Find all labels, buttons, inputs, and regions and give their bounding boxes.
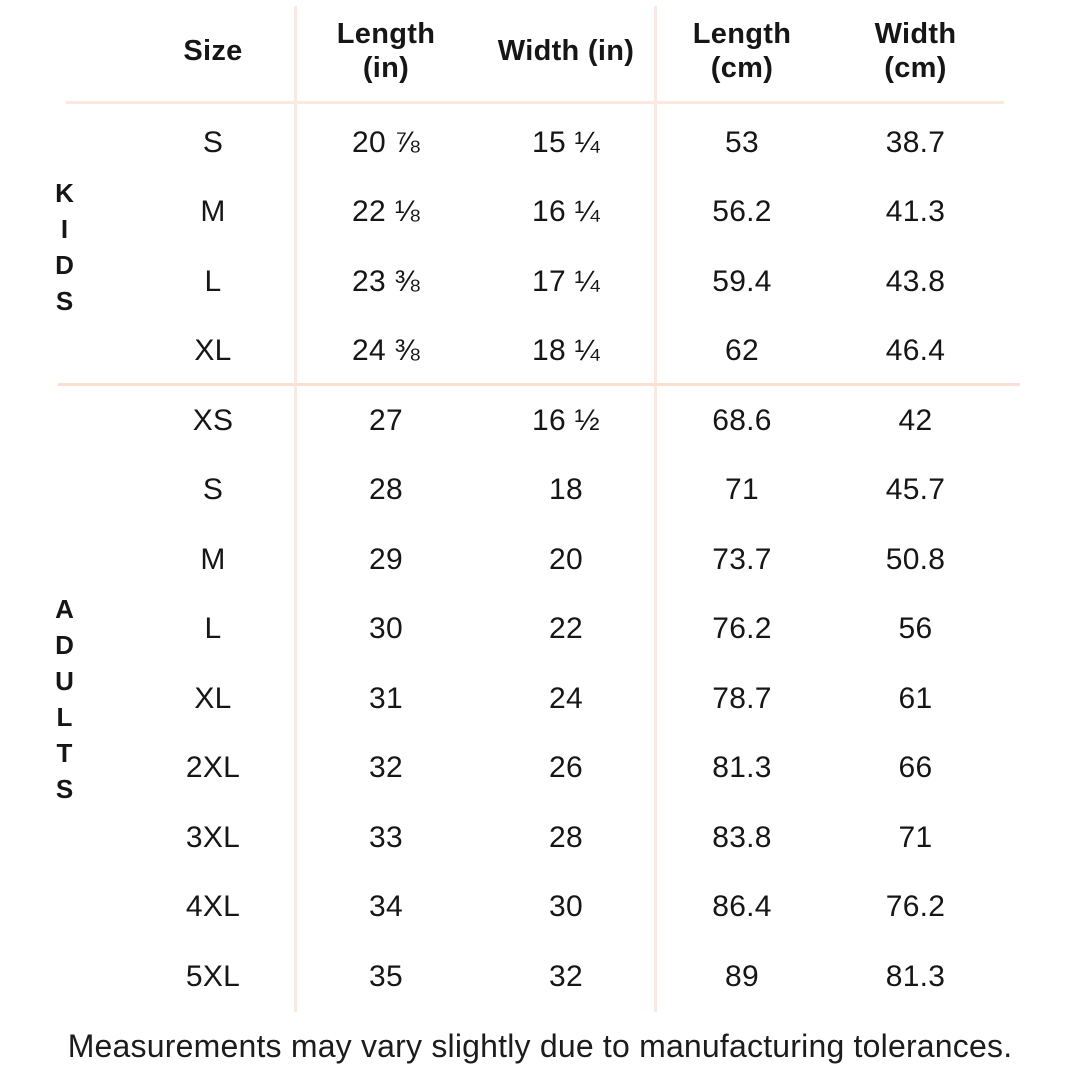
size-cell: 5XL	[185, 959, 241, 993]
width-in-cell: 20	[549, 542, 583, 576]
size-cell: 2XL	[185, 751, 241, 785]
width-cm-cell: 38.7	[885, 125, 946, 159]
width-in-cell: 26	[549, 751, 583, 785]
width-cm-cell: 50.8	[885, 542, 946, 576]
length-in-cell: 32	[369, 751, 403, 785]
length-in-cell: 34	[369, 890, 403, 924]
kids-group-label: K I D S	[55, 178, 75, 316]
length-cm-cell: 86.4	[712, 890, 772, 924]
size-cell: S	[202, 473, 224, 507]
size-cell: 4XL	[185, 890, 241, 924]
width-in-cell: 17 ¼	[532, 264, 600, 298]
length-cm-cell: 81.3	[712, 751, 772, 785]
width-in-cell: 18	[549, 473, 583, 507]
width-cm-cell: 45.7	[885, 473, 946, 507]
kids-section: K I D S S 20 ⅞ 15 ¼ 53 38.7 M 22 ⅛ 16 ¼ …	[0, 108, 1003, 386]
length-in-cell: 27	[369, 403, 403, 437]
header-divider-line	[66, 101, 1004, 104]
length-in-cell: 20 ⅞	[352, 125, 420, 159]
length-cm-cell: 59.4	[712, 264, 772, 298]
length-in-cell: 23 ⅜	[352, 264, 420, 298]
size-cell: XL	[194, 681, 232, 715]
width-in-cell: 28	[549, 820, 583, 854]
vertical-grid-line-1	[294, 6, 297, 1012]
length-cm-cell: 53	[725, 125, 759, 159]
col-header-width-cm: Width (cm)	[874, 17, 957, 84]
length-in-cell: 29	[369, 542, 403, 576]
length-cm-cell: 83.8	[712, 820, 772, 854]
table-row: 4XL 34 30 86.4 76.2	[0, 873, 1003, 943]
length-in-cell: 33	[369, 820, 403, 854]
table-header: Size Length (in) Width (in) Length (cm) …	[0, 0, 1003, 101]
length-cm-cell: 89	[725, 959, 759, 993]
width-cm-cell: 61	[898, 681, 933, 715]
section-divider-line	[58, 383, 1020, 386]
length-in-cell: 35	[369, 959, 403, 993]
width-cm-cell: 43.8	[885, 264, 946, 298]
table-row: XL 31 24 78.7 61	[0, 664, 1003, 734]
width-cm-cell: 66	[898, 751, 933, 785]
size-cell: S	[202, 125, 224, 159]
adults-group-label: A D U L T S	[55, 593, 75, 804]
col-header-width-in: Width (in)	[497, 34, 635, 67]
length-in-cell: 24 ⅜	[352, 334, 420, 368]
table-row: L 30 22 76.2 56	[0, 595, 1003, 665]
size-cell: XS	[192, 403, 234, 437]
table-row: M 29 20 73.7 50.8	[0, 525, 1003, 595]
length-in-cell: 31	[369, 681, 403, 715]
table-row: S 20 ⅞ 15 ¼ 53 38.7	[0, 108, 1003, 178]
size-cell: XL	[194, 334, 232, 368]
table-row: L 23 ⅜ 17 ¼ 59.4 43.8	[0, 247, 1003, 317]
table-row: 2XL 32 26 81.3 66	[0, 734, 1003, 804]
width-cm-cell: 42	[898, 403, 933, 437]
width-in-cell: 16 ½	[532, 403, 600, 437]
length-in-cell: 30	[369, 612, 403, 646]
col-header-length-in: Length (in)	[336, 17, 436, 84]
length-cm-cell: 62	[725, 334, 759, 368]
width-in-cell: 22	[549, 612, 583, 646]
table-row: M 22 ⅛ 16 ¼ 56.2 41.3	[0, 178, 1003, 248]
width-in-cell: 15 ¼	[532, 125, 600, 159]
table-row: 3XL 33 28 83.8 71	[0, 803, 1003, 873]
table-row: XS 27 16 ½ 68.6 42	[0, 386, 1003, 456]
tolerance-note: Measurements may vary slightly due to ma…	[67, 1028, 1013, 1064]
table-row: 5XL 35 32 89 81.3	[0, 942, 1003, 1012]
width-in-cell: 18 ¼	[532, 334, 600, 368]
width-in-cell: 30	[549, 890, 583, 924]
size-cell: M	[200, 195, 226, 229]
width-in-cell: 32	[549, 959, 583, 993]
width-cm-cell: 71	[898, 820, 933, 854]
width-cm-cell: 46.4	[885, 334, 946, 368]
length-in-cell: 22 ⅛	[352, 195, 420, 229]
col-header-length-cm: Length (cm)	[692, 17, 792, 84]
table-row: XL 24 ⅜ 18 ¼ 62 46.4	[0, 317, 1003, 387]
length-cm-cell: 73.7	[712, 542, 772, 576]
width-cm-cell: 41.3	[885, 195, 946, 229]
size-cell: M	[200, 542, 226, 576]
length-cm-cell: 56.2	[712, 195, 772, 229]
width-cm-cell: 76.2	[885, 890, 946, 924]
width-cm-cell: 81.3	[885, 959, 946, 993]
size-cell: L	[204, 264, 222, 298]
width-cm-cell: 56	[898, 612, 933, 646]
length-cm-cell: 68.6	[712, 403, 772, 437]
length-cm-cell: 76.2	[712, 612, 772, 646]
width-in-cell: 16 ¼	[532, 195, 600, 229]
size-cell: 3XL	[185, 820, 241, 854]
size-cell: L	[204, 612, 222, 646]
length-cm-cell: 71	[725, 473, 759, 507]
vertical-grid-line-2	[654, 6, 657, 1012]
length-cm-cell: 78.7	[712, 681, 772, 715]
length-in-cell: 28	[369, 473, 403, 507]
width-in-cell: 24	[549, 681, 583, 715]
col-header-size: Size	[183, 34, 243, 67]
adults-section: A D U L T S XS 27 16 ½ 68.6 42 S 28 18 7…	[0, 386, 1003, 1012]
table-row: S 28 18 71 45.7	[0, 456, 1003, 526]
